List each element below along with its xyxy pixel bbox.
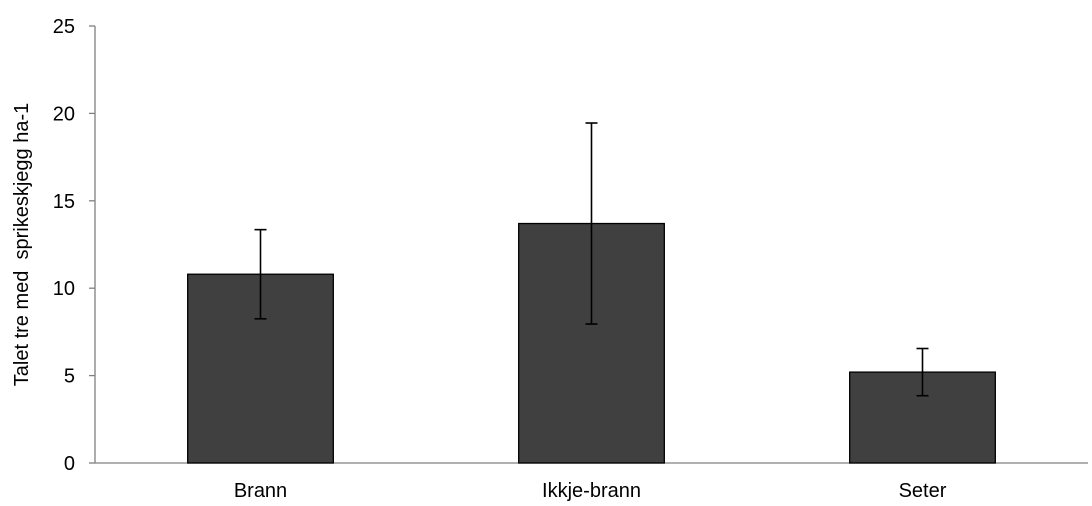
- error-bars: [254, 122, 929, 397]
- y-axis: 0 5 10 15 20 25: [53, 16, 96, 475]
- y-tick-label: 5: [64, 366, 75, 388]
- error-bar: [254, 228, 267, 320]
- x-tick-label: Ikkje-brann: [542, 480, 641, 502]
- x-tick-label: Brann: [234, 480, 287, 502]
- y-tick-label: 20: [53, 103, 75, 125]
- y-tick-label: 25: [53, 16, 75, 38]
- y-tick-label: 10: [53, 278, 75, 300]
- x-axis: Brann Ikkje-brann Seter: [95, 462, 1088, 502]
- y-tick-label: 0: [64, 453, 75, 475]
- error-bar: [916, 347, 929, 397]
- x-tick-label: Seter: [899, 480, 947, 502]
- error-bar: [585, 122, 598, 325]
- y-tick-label: 15: [53, 191, 75, 213]
- y-axis-title: Talet tre med sprikeskjegg ha-1: [11, 103, 33, 386]
